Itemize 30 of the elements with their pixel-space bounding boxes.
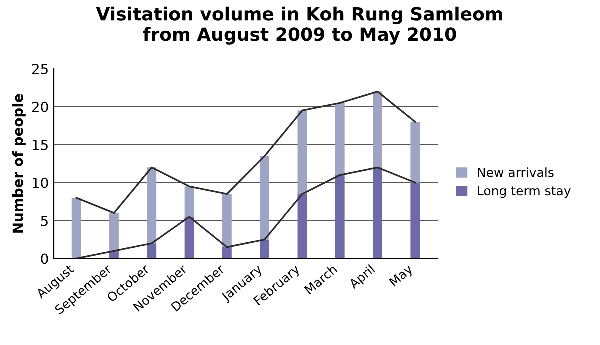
line-series [76,90,416,214]
bar [184,186,194,218]
bar [373,92,382,168]
bar [373,168,382,259]
bar [335,175,345,259]
bar [222,194,232,248]
bar [222,247,232,259]
bar [298,110,308,194]
bar [147,168,157,244]
bar [335,103,345,176]
y-tick-label: 5 [41,216,48,226]
bar [260,156,270,240]
y-axis-title: Number of people [12,94,26,233]
bar [260,240,270,259]
y-tick-label: 20 [32,102,48,112]
x-tick-label: May [389,264,416,289]
y-tick-label: 15 [32,140,48,150]
bar [72,198,82,259]
legend-label: Long term stay [478,186,571,198]
bar [298,194,308,259]
y-tick-label: 25 [32,64,48,74]
y-tick-label: 0 [41,254,48,264]
bar [410,122,420,183]
bar [147,244,157,259]
line-series [76,166,416,259]
legend-label: New arrivals [478,168,554,178]
y-tick-label: 10 [32,178,48,188]
bar [110,213,119,252]
bar [410,182,420,259]
chart-title: Visitation volume in Koh Rung Samleom from August 2009 to May 2010 [96,6,502,45]
